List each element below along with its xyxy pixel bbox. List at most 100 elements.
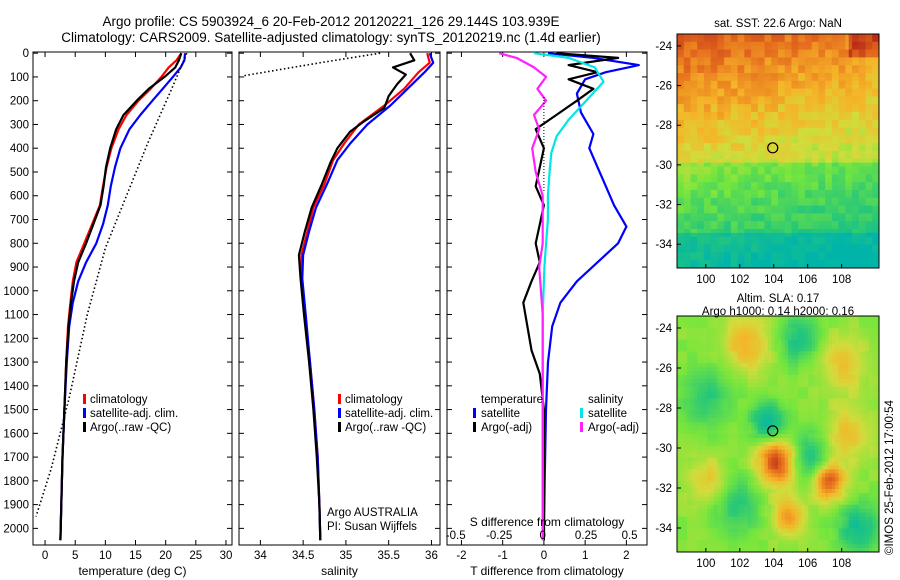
map-cell xyxy=(737,339,742,344)
map-cell xyxy=(784,158,789,164)
map-cell xyxy=(677,49,681,54)
map-cell xyxy=(835,335,839,340)
map-cell xyxy=(791,193,796,199)
map-cell xyxy=(852,92,856,97)
map-cell xyxy=(831,73,836,78)
map-cell xyxy=(794,327,799,333)
map-cell xyxy=(767,37,772,43)
map-cell xyxy=(714,367,718,372)
map-cell xyxy=(707,100,712,105)
map-cell xyxy=(838,217,843,222)
map-cell xyxy=(764,323,769,329)
map-cell xyxy=(815,367,819,372)
map-cell xyxy=(761,73,765,78)
map-cell xyxy=(740,53,745,58)
map-cell xyxy=(730,351,735,356)
map-cell xyxy=(734,108,738,113)
map-cell xyxy=(687,190,691,195)
map-cell xyxy=(825,61,829,66)
map-cell xyxy=(841,197,846,203)
map-cell xyxy=(825,327,829,333)
map-cell xyxy=(781,147,786,152)
map-cell xyxy=(804,104,809,109)
map-cell xyxy=(815,186,819,191)
map-cell xyxy=(700,61,705,66)
map-cell xyxy=(815,151,819,156)
map-cell xyxy=(821,154,826,160)
map-cell xyxy=(687,112,691,117)
map-cell xyxy=(801,335,806,340)
map-cell xyxy=(841,69,846,74)
map-cell xyxy=(734,45,738,50)
map-cell xyxy=(697,49,701,54)
map-cell xyxy=(727,386,732,392)
map-cell xyxy=(754,135,759,140)
map-cell xyxy=(744,382,749,388)
map-cell xyxy=(872,260,877,265)
map-cell xyxy=(821,351,826,356)
map-cell xyxy=(693,197,698,203)
map-cell xyxy=(693,123,698,128)
map-cell xyxy=(680,331,685,337)
map-cell xyxy=(801,92,806,97)
map-cell xyxy=(872,158,877,164)
map-cell xyxy=(714,100,718,105)
map-cell xyxy=(727,127,732,132)
map-cell xyxy=(734,131,738,136)
map-cell xyxy=(677,170,681,175)
map-cell xyxy=(693,135,698,140)
map-cell xyxy=(841,201,846,206)
map-cell xyxy=(720,186,725,191)
map-cell xyxy=(761,143,765,148)
map-cell xyxy=(690,343,695,348)
map-cell xyxy=(757,232,762,238)
map-cell xyxy=(764,151,769,156)
map-cell xyxy=(710,119,715,125)
map-cell xyxy=(710,264,715,269)
map-cell xyxy=(714,53,718,58)
map-cell xyxy=(764,335,769,340)
map-cell xyxy=(875,147,880,152)
map-cell xyxy=(700,34,705,39)
map-cell xyxy=(717,319,722,325)
map-cell xyxy=(697,355,701,360)
map-cell xyxy=(693,61,698,66)
map-cell xyxy=(740,201,745,206)
map-cell xyxy=(868,154,873,160)
map-cell xyxy=(848,53,853,58)
map-cell xyxy=(730,209,735,214)
map-cell xyxy=(693,347,698,352)
map-cell xyxy=(767,151,772,156)
map-cell xyxy=(835,73,839,78)
map-cell xyxy=(794,115,799,121)
map-cell xyxy=(811,154,816,160)
map-cell xyxy=(720,371,725,376)
map-cell xyxy=(703,248,708,253)
map-cell xyxy=(680,197,685,203)
map-cell xyxy=(744,182,749,187)
map-cell xyxy=(683,260,688,265)
map-cell xyxy=(865,162,870,167)
map-cell xyxy=(710,96,715,101)
map-cell xyxy=(804,37,809,43)
map-cell xyxy=(815,166,819,171)
map-cell xyxy=(804,119,809,125)
map-cell xyxy=(771,166,776,171)
map-cell xyxy=(744,65,749,70)
map-cell xyxy=(831,65,836,70)
map-cell xyxy=(855,57,860,62)
map-cell xyxy=(781,359,786,364)
map-cell xyxy=(804,139,809,144)
map-cell xyxy=(828,264,833,269)
map-cell xyxy=(784,131,789,136)
map-cell xyxy=(865,229,870,234)
map-cell xyxy=(771,143,776,148)
map-cell xyxy=(804,264,809,269)
map-cell xyxy=(677,69,681,74)
map-cell xyxy=(703,193,708,199)
map-cell xyxy=(737,225,742,230)
map-cell xyxy=(710,244,715,249)
map-cell xyxy=(720,193,725,199)
map-cell xyxy=(774,131,779,136)
map-cell xyxy=(808,131,813,136)
